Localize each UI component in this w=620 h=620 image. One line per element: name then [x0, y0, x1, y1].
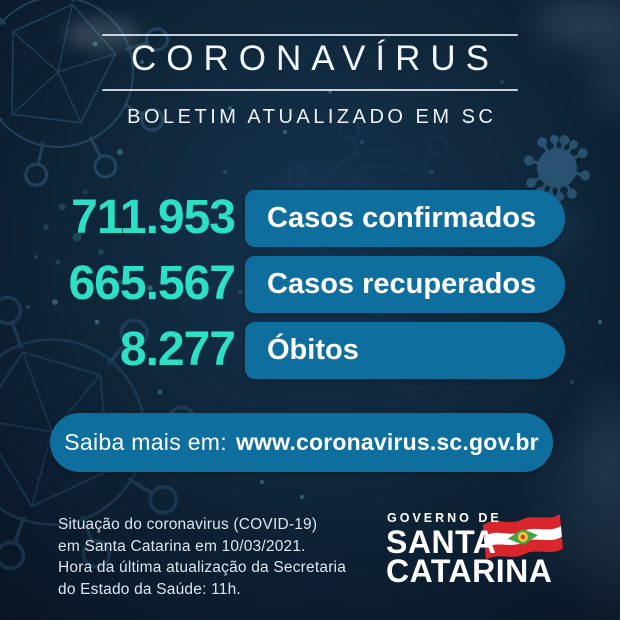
stat-label-pill: Óbitos: [245, 322, 565, 379]
stat-label-pill: Casos recuperados: [245, 256, 565, 313]
footer-note-line: Situação do coronavirus (COVID-19): [58, 516, 318, 533]
footer-note: Situação do coronavirus (COVID-19) em Sa…: [58, 514, 346, 600]
santa-catarina-flag-icon: [482, 514, 563, 560]
stat-row-confirmed: 711.953 Casos confirmados: [0, 190, 620, 247]
logo-tagline: GOVERNO DE: [387, 511, 502, 525]
header-divider-top: [102, 34, 518, 36]
header-divider-bottom: [102, 89, 518, 91]
stat-value: 665.567: [68, 257, 236, 310]
logo-name-line1: SANTA: [386, 524, 497, 560]
smoke-blob: [588, 35, 620, 115]
stat-value: 8.277: [119, 323, 236, 376]
bubble-dots: [52, 41, 603, 500]
stat-label: Casos recuperados: [267, 268, 537, 300]
footer-note-line: Hora da última atualização da Secretaria: [58, 559, 347, 576]
page-subtitle: BOLETIM ATUALIZADO EM SC: [127, 106, 497, 128]
footer-note-line: em Santa Catarina em 10/03/2021.: [58, 537, 306, 555]
more-info-prefix: Saiba mais em:: [64, 429, 227, 455]
footer-note-line: do Estado da Saúde: 11h.: [58, 580, 241, 598]
more-info-link[interactable]: Saiba mais em: www.coronavirus.sc.gov.br: [50, 413, 553, 472]
more-info-url[interactable]: www.coronavirus.sc.gov.br: [235, 429, 539, 455]
stat-row-recovered: 665.567 Casos recuperados: [0, 256, 620, 313]
stat-label: Casos confirmados: [267, 202, 537, 234]
stats-list: 711.953 Casos confirmados 665.567 Casos …: [0, 190, 620, 379]
governo-sc-logo: GOVERNO DE SANTA CATARINA: [386, 511, 586, 589]
stat-value: 711.953: [71, 191, 236, 244]
smoke-blob: [535, 0, 620, 48]
smoke-blob: [582, 385, 620, 495]
stat-label-pill: Casos confirmados: [245, 190, 565, 247]
logo-name-line2: CATARINA: [386, 553, 553, 589]
page-title: CORONAVÍRUS: [131, 39, 499, 78]
stat-row-deaths: 8.277 Óbitos: [0, 322, 620, 379]
stat-label: Óbitos: [267, 334, 359, 366]
